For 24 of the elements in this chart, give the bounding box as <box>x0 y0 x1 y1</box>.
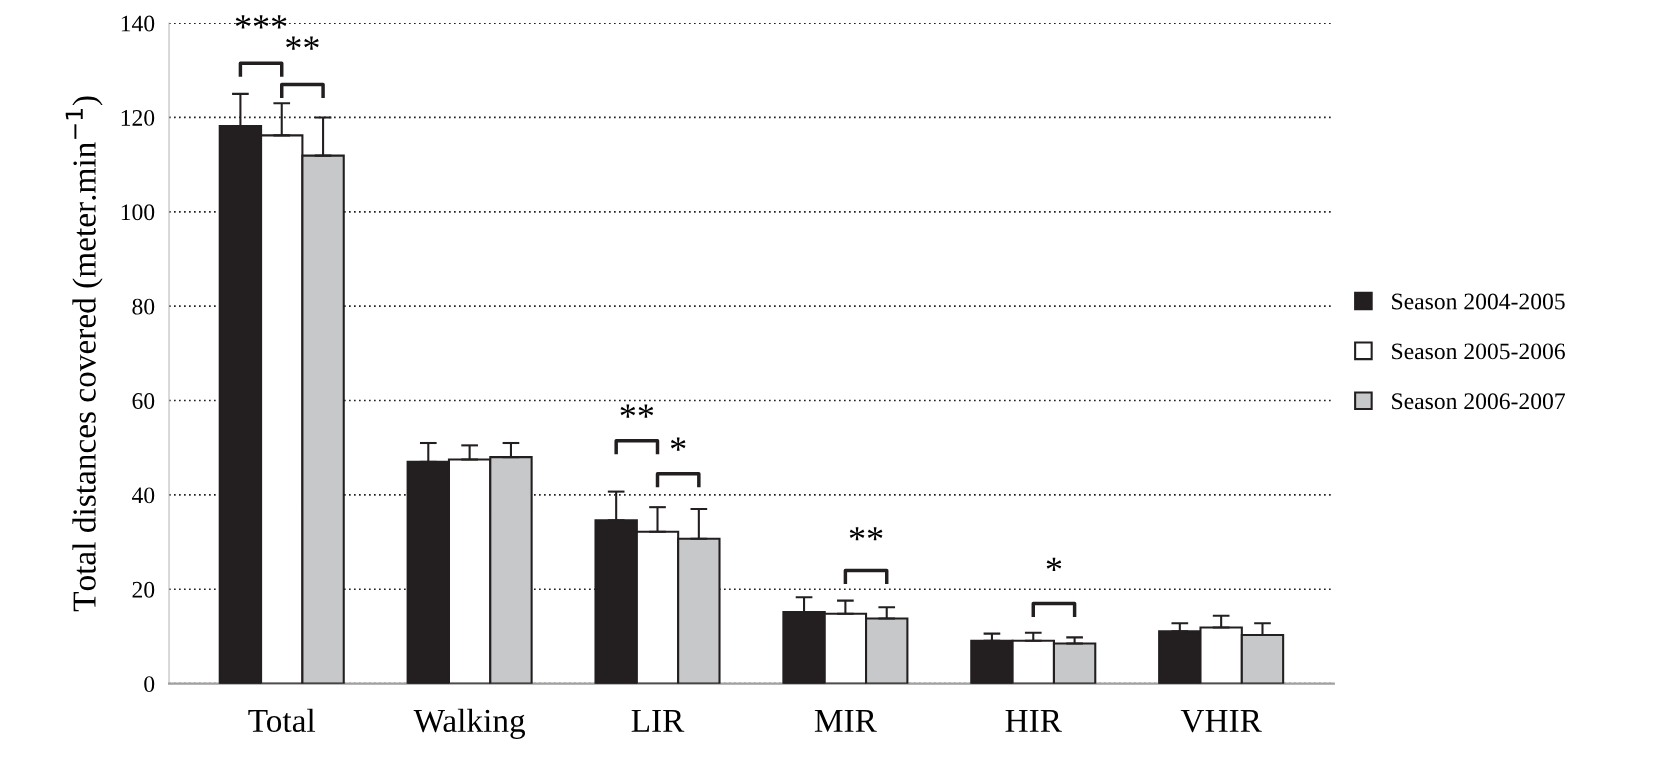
y-tick-label: 0 <box>144 676 155 693</box>
y-tick-label: 100 <box>121 204 155 221</box>
y-tick-label: 20 <box>132 581 155 598</box>
x-tick-label: VHIR <box>1180 709 1262 733</box>
annotation: *** <box>235 15 287 29</box>
legend-label: Season 2004-2005 <box>1392 293 1565 310</box>
annotation: ** <box>286 36 319 50</box>
annotation: ** <box>849 527 883 541</box>
x-tick-label: HIR <box>1005 709 1062 732</box>
y-tick-label: 140 <box>121 15 155 32</box>
annotation: ** <box>620 404 654 418</box>
x-tick-label: Total <box>248 708 316 733</box>
legend-label: Season 2006-2007 <box>1392 393 1565 410</box>
annotation: * <box>670 437 686 451</box>
y-tick-label: 40 <box>131 487 155 504</box>
y-axis-title: Total distances covered (meter.min$^{−1}$) <box>65 96 103 612</box>
legend-label: Season 2005-2006 <box>1392 343 1565 360</box>
y-tick-label: 80 <box>132 298 155 315</box>
y-tick-label: 60 <box>132 393 155 409</box>
annotation: * <box>1046 557 1062 572</box>
x-tick-label: LIR <box>631 709 685 732</box>
x-tick-label: MIR <box>814 709 877 732</box>
y-tick-label: 120 <box>121 109 155 126</box>
x-tick-label: Walking <box>413 708 526 739</box>
